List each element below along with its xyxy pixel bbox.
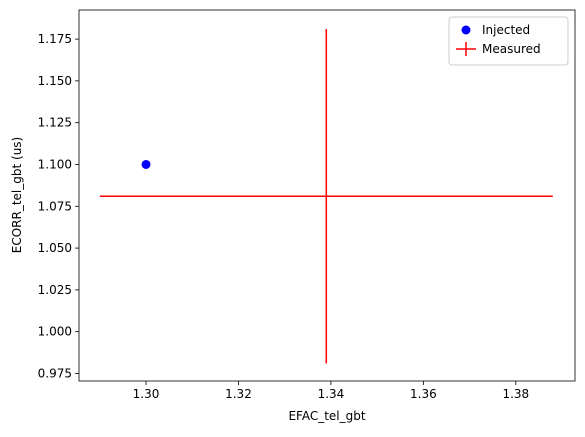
- x-axis-label: EFAC_tel_gbt: [288, 409, 365, 423]
- ticks-layer: 1.30 1.32 1.34 1.36 1.38 0.975 1.000 1.025 1.050…: [38, 32, 530, 401]
- x-tick-label: 1.36: [410, 387, 437, 401]
- y-tick-label: 1.025: [38, 283, 72, 297]
- legend-injected-marker: [461, 25, 471, 35]
- y-tick-label: 1.175: [38, 32, 72, 46]
- y-tick-label: 1.000: [38, 325, 72, 339]
- x-tick-label: 1.32: [225, 387, 252, 401]
- legend-box: [448, 16, 569, 66]
- y-tick-label: 1.100: [38, 157, 72, 171]
- legend: Injected Measured: [448, 16, 569, 66]
- legend-measured-label: Measured: [482, 42, 541, 56]
- y-tick-label: 0.975: [38, 366, 72, 380]
- marks-layer: [99, 29, 553, 364]
- y-tick-label: 1.150: [38, 74, 72, 88]
- y-tick-label: 1.125: [38, 116, 72, 130]
- legend-injected-label: Injected: [482, 23, 530, 37]
- x-tick-label: 1.38: [502, 387, 529, 401]
- injected-point: [141, 159, 151, 169]
- y-tick-label: 1.050: [38, 241, 72, 255]
- y-axis-label: ECORR_tel_gbt (us): [10, 137, 24, 253]
- x-tick-label: 1.34: [318, 387, 345, 401]
- y-tick-label: 1.075: [38, 199, 72, 213]
- x-tick-label: 1.30: [133, 387, 160, 401]
- axes-frame: [78, 9, 576, 382]
